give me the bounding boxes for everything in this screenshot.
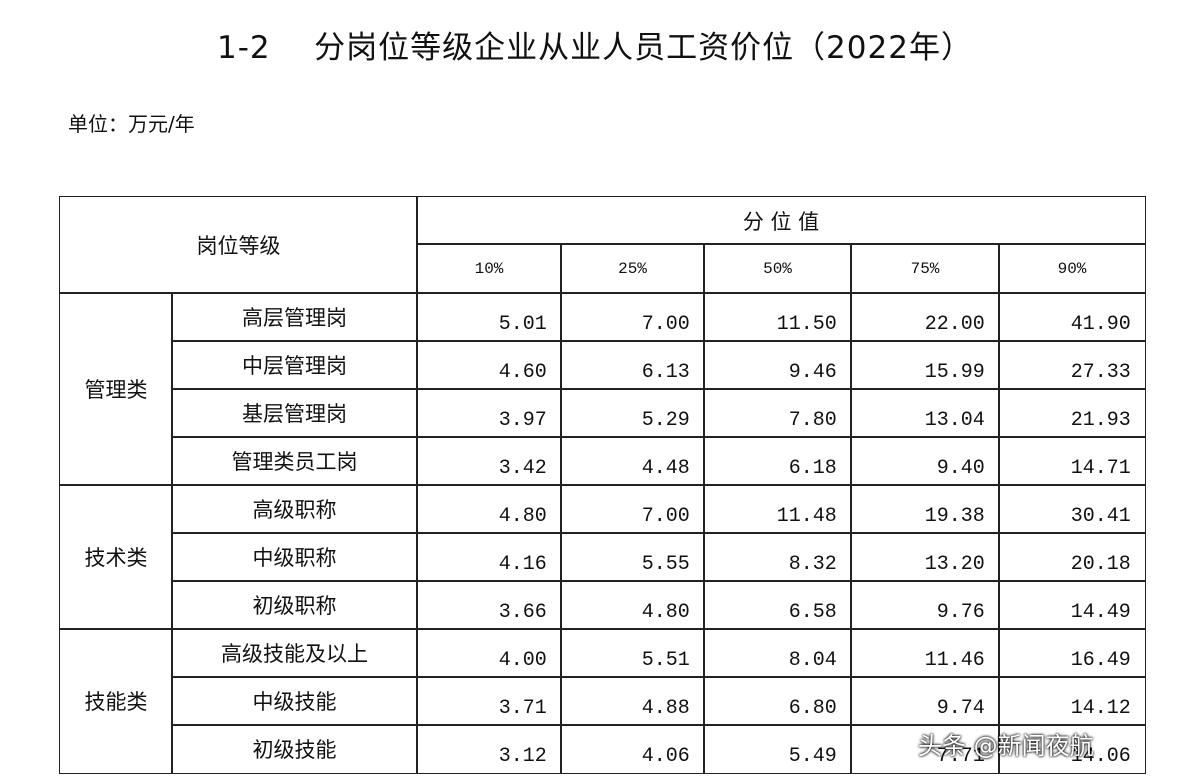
row-label: 中级职称: [171, 532, 418, 582]
value-cell: 6.18: [703, 436, 852, 486]
value-cell: 27.33: [998, 340, 1146, 390]
row-label: 高级职称: [171, 484, 418, 534]
header-percentile: 25%: [560, 243, 705, 294]
value-cell: 15.99: [850, 340, 1000, 390]
value-cell: 3.66: [416, 580, 562, 630]
value-cell: 4.80: [560, 580, 705, 630]
value-cell: 5.01: [416, 292, 562, 342]
value-cell: 11.50: [703, 292, 852, 342]
value-cell: 9.76: [850, 580, 1000, 630]
value-cell: 41.90: [998, 292, 1146, 342]
value-cell: 9.40: [850, 436, 1000, 486]
value-cell: 30.41: [998, 484, 1146, 534]
value-cell: 14.12: [998, 676, 1146, 726]
group-name: 技能类: [59, 628, 173, 774]
value-cell: 4.06: [560, 724, 705, 774]
value-cell: 8.04: [703, 628, 852, 678]
value-cell: 4.60: [416, 340, 562, 390]
value-cell: 4.00: [416, 628, 562, 678]
value-cell: 4.48: [560, 436, 705, 486]
header-percentile: 50%: [703, 243, 852, 294]
value-cell: 3.42: [416, 436, 562, 486]
value-cell: 20.18: [998, 532, 1146, 582]
value-cell: 4.80: [416, 484, 562, 534]
row-label: 初级职称: [171, 580, 418, 630]
header-group: 分 位 值: [416, 196, 1146, 245]
value-cell: 4.88: [560, 676, 705, 726]
unit: 单位：万元/年: [68, 112, 195, 136]
row-label: 高层管理岗: [171, 292, 418, 342]
row-label: 高级技能及以上: [171, 628, 418, 678]
header-percentile: 75%: [850, 243, 1000, 294]
value-cell: 5.51: [560, 628, 705, 678]
row-label: 基层管理岗: [171, 388, 418, 438]
value-cell: 5.55: [560, 532, 705, 582]
value-cell: 6.80: [703, 676, 852, 726]
value-cell: 7.71: [850, 724, 1000, 774]
value-cell: 19.38: [850, 484, 1000, 534]
value-cell: 9.46: [703, 340, 852, 390]
value-cell: 3.12: [416, 724, 562, 774]
row-label: 初级技能: [171, 724, 418, 774]
value-cell: 16.49: [998, 628, 1146, 678]
header-percentile: 10%: [416, 243, 562, 294]
value-cell: 4.16: [416, 532, 562, 582]
value-cell: 9.74: [850, 676, 1000, 726]
row-label: 中级技能: [171, 676, 418, 726]
value-cell: 6.58: [703, 580, 852, 630]
header-category: 岗位等级: [59, 196, 418, 294]
value-cell: 6.13: [560, 340, 705, 390]
watermark: 头条 @新闻夜航: [918, 732, 1094, 760]
value-cell: 3.71: [416, 676, 562, 726]
value-cell: 8.32: [703, 532, 852, 582]
value-cell: 14.49: [998, 580, 1146, 630]
value-cell: 11.46: [850, 628, 1000, 678]
value-cell: 3.97: [416, 388, 562, 438]
value-cell: 14.71: [998, 436, 1146, 486]
value-cell: 5.29: [560, 388, 705, 438]
value-cell: 13.20: [850, 532, 1000, 582]
value-cell: 13.04: [850, 388, 1000, 438]
row-label: 管理类员工岗: [171, 436, 418, 486]
group-name: 技术类: [59, 484, 173, 630]
value-cell: 7.00: [560, 292, 705, 342]
group-name: 管理类: [59, 292, 173, 486]
value-cell: 7.80: [703, 388, 852, 438]
value-cell: 7.00: [560, 484, 705, 534]
value-cell: 5.49: [703, 724, 852, 774]
header-percentile: 90%: [998, 243, 1146, 294]
title: 1-2 分岗位等级企业从业人员工资价位（2022年）: [217, 30, 973, 66]
value-cell: 14.06: [998, 724, 1146, 774]
value-cell: 11.48: [703, 484, 852, 534]
value-cell: 22.00: [850, 292, 1000, 342]
row-label: 中层管理岗: [171, 340, 418, 390]
value-cell: 21.93: [998, 388, 1146, 438]
